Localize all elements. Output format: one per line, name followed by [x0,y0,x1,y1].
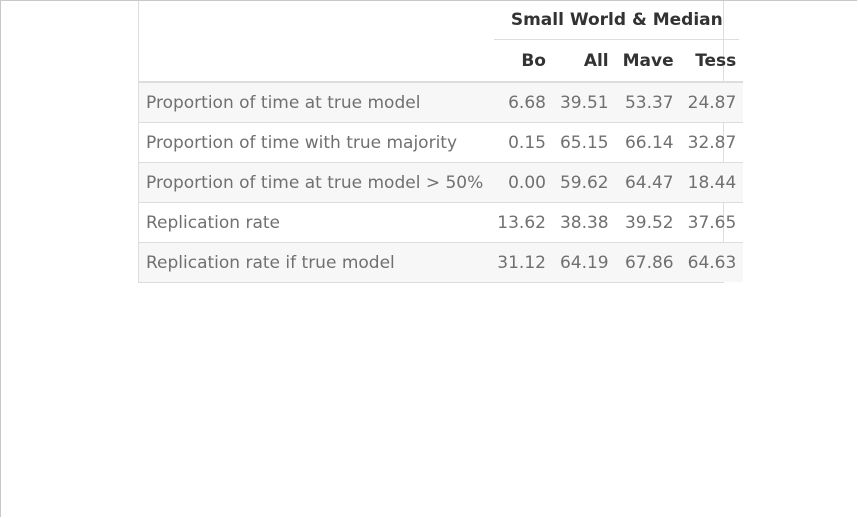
cell-bo: 6.68 [490,82,553,123]
column-header-all: All [552,40,616,83]
table-header: Small World & Median Bo All Mave Tess [139,1,744,83]
cell-tess: 64.63 [680,242,744,282]
table-row: Proportion of time at true model > 50% 0… [139,162,744,203]
cell-all: 59.62 [552,162,616,203]
cell-bo: 31.12 [490,242,553,282]
column-header-label [139,40,491,83]
results-table: Small World & Median Bo All Mave Tess Pr… [139,1,744,282]
cell-bo: 0.00 [490,162,553,203]
table-body: Proportion of time at true model 6.68 39… [139,82,744,282]
cell-all: 65.15 [552,122,616,163]
spanner-empty-cell [139,1,490,40]
column-header-bo: Bo [490,40,553,83]
cell-tess: 24.87 [680,82,744,123]
cell-mave: 39.52 [615,202,681,243]
row-label: Replication rate [139,202,491,243]
column-header-tess: Tess [680,40,744,83]
row-label: Replication rate if true model [139,242,491,282]
table-row: Proportion of time at true model 6.68 39… [139,82,744,123]
row-label: Proportion of time at true model [139,82,491,123]
spanner-row: Small World & Median [139,1,743,40]
cell-all: 64.19 [552,242,616,282]
cell-bo: 13.62 [490,202,553,243]
cell-mave: 53.37 [615,82,681,123]
column-header-row: Bo All Mave Tess [139,40,744,83]
cell-mave: 67.86 [615,242,681,282]
cell-tess: 18.44 [680,162,744,203]
cell-mave: 66.14 [615,122,681,163]
cell-tess: 32.87 [680,122,744,163]
results-table-container: Small World & Median Bo All Mave Tess Pr… [138,1,744,283]
spanner-cell: Small World & Median [490,1,743,40]
cell-all: 39.51 [552,82,616,123]
table-row: Proportion of time with true majority 0.… [139,122,744,163]
cell-all: 38.38 [552,202,616,243]
table-row: Replication rate if true model 31.12 64.… [139,242,744,282]
table-row: Replication rate 13.62 38.38 39.52 37.65 [139,202,744,243]
cell-bo: 0.15 [490,122,553,163]
column-header-mave: Mave [615,40,681,83]
cell-tess: 37.65 [680,202,744,243]
cell-mave: 64.47 [615,162,681,203]
row-label: Proportion of time with true majority [139,122,491,163]
spanner-label: Small World & Median [494,10,740,40]
row-label: Proportion of time at true model > 50% [139,162,491,203]
